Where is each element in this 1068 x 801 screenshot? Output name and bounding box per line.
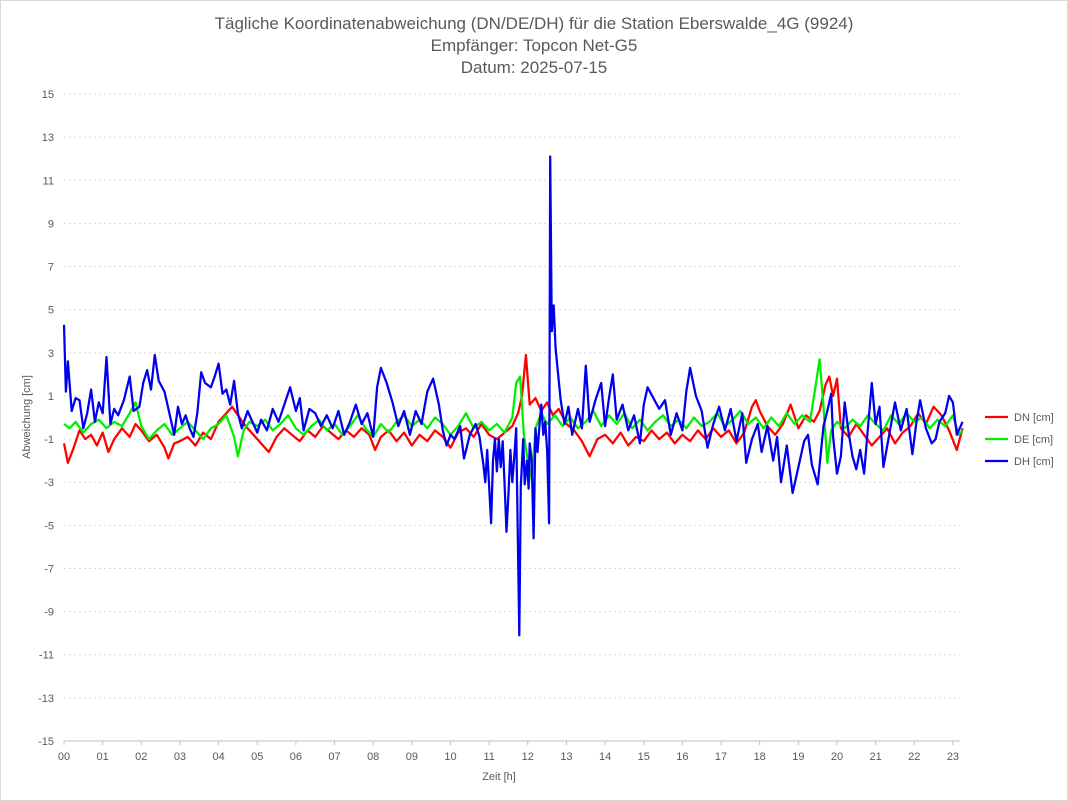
y-tick-label: -15 — [38, 736, 54, 748]
x-tick-label: 08 — [367, 751, 379, 763]
x-tick-label: 07 — [328, 751, 340, 763]
y-tick-label: -1 — [44, 434, 54, 446]
y-tick-label: -3 — [44, 477, 54, 489]
y-tick-label: -13 — [38, 693, 54, 705]
x-tick-label: 17 — [715, 751, 727, 763]
x-tick-label: 01 — [97, 751, 109, 763]
legend-label-dh: DH [cm] — [1014, 456, 1054, 468]
x-tick-label: 14 — [599, 751, 611, 763]
y-tick-label: 11 — [43, 175, 54, 187]
y-tick-label: 5 — [48, 305, 54, 317]
y-tick-label: -7 — [44, 563, 54, 575]
x-tick-label: 11 — [483, 751, 494, 763]
y-tick-label: 3 — [48, 348, 54, 360]
series-lines — [62, 155, 964, 637]
x-tick-label: 03 — [174, 751, 186, 763]
y-tick-label: 1 — [48, 391, 54, 403]
x-tick-label: 05 — [251, 751, 263, 763]
x-tick-label: 19 — [792, 751, 804, 763]
x-tick-label: 12 — [522, 751, 534, 763]
x-tick-label: 04 — [212, 751, 224, 763]
x-tick-label: 23 — [947, 751, 959, 763]
y-axis-title: Abweichung [cm] — [21, 375, 33, 459]
x-tick-label: 00 — [58, 751, 70, 763]
y-tick-label: -9 — [44, 607, 54, 619]
x-tick-label: 21 — [870, 751, 882, 763]
legend-label-de: DE [cm] — [1014, 434, 1053, 446]
x-axis-tick-labels: 00 01 02 03 04 05 06 07 08 09 10 11 12 13 14 15 16 17 18 19… — [58, 741, 959, 763]
x-tick-label: 22 — [908, 751, 920, 763]
y-tick-label: 13 — [42, 132, 54, 144]
x-tick-label: 15 — [638, 751, 650, 763]
chart-title-line-3: Datum: 2025-07-15 — [461, 58, 607, 77]
x-tick-label: 18 — [754, 751, 766, 763]
series-line-de — [63, 358, 964, 482]
x-tick-label: 20 — [831, 751, 843, 763]
x-tick-label: 13 — [560, 751, 572, 763]
chart-title: Tägliche Koordinatenabweichung (DN/DE/DH… — [215, 14, 854, 77]
series-line-dh — [62, 155, 964, 637]
series-line-dn — [62, 353, 964, 464]
y-tick-label: 15 — [42, 89, 54, 101]
y-tick-label: -5 — [44, 520, 54, 532]
y-tick-label: -11 — [39, 650, 54, 662]
x-tick-label: 02 — [135, 751, 147, 763]
chart-title-line-2: Empfänger: Topcon Net-G5 — [431, 36, 638, 55]
legend: DN [cm] DE [cm] DH [cm] — [985, 412, 1054, 468]
chart-title-line-1: Tägliche Koordinatenabweichung (DN/DE/DH… — [215, 14, 854, 33]
x-tick-label: 16 — [676, 751, 688, 763]
y-tick-label: 9 — [48, 218, 54, 230]
gridlines — [64, 93, 960, 699]
x-tick-label: 09 — [406, 751, 418, 763]
legend-label-dn: DN [cm] — [1014, 412, 1054, 424]
x-axis-title: Zeit [h] — [482, 771, 516, 783]
x-tick-label: 06 — [290, 751, 302, 763]
y-axis-tick-labels: 15 13 11 9 7 5 3 1 -1 -3 -5 -7 -9 -11 -13 -15 — [38, 89, 54, 748]
x-tick-label: 10 — [444, 751, 456, 763]
y-tick-label: 7 — [48, 262, 54, 274]
